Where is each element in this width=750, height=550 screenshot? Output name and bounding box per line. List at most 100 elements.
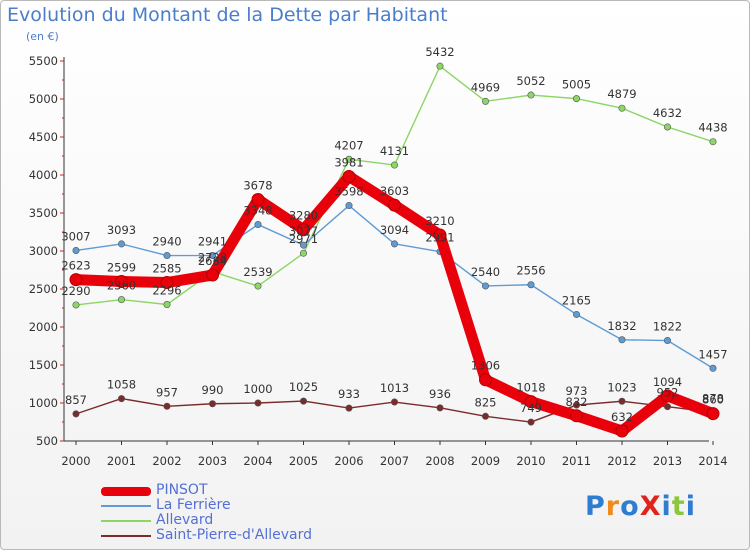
- proxiti-logo: ProXiti: [585, 491, 696, 522]
- data-label-la-ferriere: 3093: [107, 223, 136, 237]
- data-label-saint-pierre-d-allevard: 952: [657, 386, 679, 400]
- data-point-allevard: [345, 155, 353, 163]
- x-tick-label: 2007: [380, 454, 409, 468]
- y-tick-label: 4000: [29, 168, 58, 182]
- legend-swatch: [101, 486, 151, 496]
- data-point-allevard: [618, 104, 626, 112]
- data-label-pinsot: 2599: [107, 260, 136, 274]
- data-label-pinsot: 1094: [653, 375, 682, 389]
- data-label-saint-pierre-d-allevard: 825: [475, 395, 497, 409]
- chart-subtitle: (en €): [26, 30, 59, 43]
- x-tick-label: 2004: [243, 454, 272, 468]
- data-point-pinsot: [433, 228, 447, 242]
- data-point-la-ferriere: [72, 246, 80, 254]
- data-label-la-ferriere: 1457: [698, 347, 727, 361]
- data-point-pinsot: [570, 409, 583, 423]
- data-point-saint-pierre-d-allevard: [481, 412, 489, 420]
- y-tick-label: 1500: [29, 358, 58, 372]
- data-label-la-ferriere: 3348: [243, 204, 272, 218]
- data-point-pinsot: [206, 268, 219, 282]
- data-point-la-ferriere: [299, 241, 307, 249]
- y-tick-label: 3500: [29, 206, 58, 220]
- data-label-pinsot: 860: [702, 393, 724, 407]
- data-label-allevard: 4207: [334, 138, 363, 152]
- data-point-saint-pierre-d-allevard: [436, 404, 444, 412]
- data-point-saint-pierre-d-allevard: [72, 410, 80, 418]
- data-label-pinsot: 632: [611, 410, 633, 424]
- data-point-allevard: [709, 138, 717, 146]
- legend-item-saint-pierre-d-allevard: Saint-Pierre-d'Allevard: [101, 527, 361, 543]
- data-point-la-ferriere: [527, 281, 535, 289]
- data-label-la-ferriere: 3007: [61, 229, 90, 243]
- data-point-allevard: [436, 62, 444, 70]
- data-label-allevard: 2539: [243, 265, 272, 279]
- legend-label: PINSOT: [156, 482, 208, 498]
- data-point-pinsot: [524, 395, 538, 409]
- data-point-la-ferriere: [118, 240, 126, 248]
- data-label-pinsot: 2684: [198, 254, 227, 268]
- data-point-saint-pierre-d-allevard: [527, 418, 535, 426]
- data-label-allevard: 4969: [471, 80, 500, 94]
- legend-swatch: [101, 535, 151, 537]
- data-label-allevard: 5052: [516, 74, 545, 88]
- data-label-la-ferriere: 2991: [425, 231, 454, 245]
- data-label-pinsot: 3603: [380, 184, 409, 198]
- data-point-pinsot: [342, 169, 356, 183]
- data-point-pinsot: [706, 407, 720, 421]
- data-point-saint-pierre-d-allevard: [118, 395, 126, 403]
- x-tick-label: 2005: [289, 454, 318, 468]
- data-point-la-ferriere: [572, 310, 580, 318]
- data-label-saint-pierre-d-allevard: 749: [520, 401, 542, 415]
- data-point-allevard: [481, 97, 489, 105]
- data-label-saint-pierre-d-allevard: 1058: [107, 378, 136, 392]
- data-label-saint-pierre-d-allevard: 957: [156, 385, 178, 399]
- data-point-allevard: [663, 123, 671, 131]
- data-label-saint-pierre-d-allevard: 857: [65, 393, 87, 407]
- chart-title: Evolution du Montant de la Dette par Hab…: [7, 4, 448, 26]
- data-point-saint-pierre-d-allevard: [663, 403, 671, 411]
- x-tick-label: 2002: [152, 454, 181, 468]
- legend-label: Saint-Pierre-d'Allevard: [156, 527, 312, 543]
- x-tick-label: 2000: [61, 454, 90, 468]
- data-label-allevard: 5432: [425, 45, 454, 59]
- data-point-la-ferriere: [254, 221, 262, 229]
- data-label-pinsot: 3210: [425, 214, 454, 228]
- data-label-allevard: 2296: [152, 284, 181, 298]
- data-point-allevard: [72, 301, 80, 309]
- data-point-pinsot: [479, 373, 492, 387]
- legend-swatch: [101, 520, 151, 522]
- data-point-allevard: [527, 91, 535, 99]
- legend-item-pinsot: PINSOT: [101, 482, 361, 498]
- x-tick-label: 2010: [516, 454, 545, 468]
- x-tick-label: 2008: [425, 454, 454, 468]
- data-point-pinsot: [615, 424, 629, 438]
- data-label-la-ferriere: 2556: [516, 264, 545, 278]
- data-label-saint-pierre-d-allevard: 1000: [243, 382, 272, 396]
- x-tick-label: 2003: [198, 454, 227, 468]
- data-label-saint-pierre-d-allevard: 936: [429, 387, 451, 401]
- data-label-la-ferriere: 2940: [152, 235, 181, 249]
- data-label-pinsot: 1306: [471, 359, 500, 373]
- y-tick-label: 5500: [29, 54, 58, 68]
- data-label-la-ferriere: 3077: [289, 224, 318, 238]
- y-tick-label: 1000: [29, 396, 58, 410]
- x-tick-label: 2009: [471, 454, 500, 468]
- y-tick-label: 4500: [29, 130, 58, 144]
- data-label-pinsot: 3280: [289, 209, 318, 223]
- data-point-saint-pierre-d-allevard: [618, 397, 626, 405]
- data-point-saint-pierre-d-allevard: [209, 400, 217, 408]
- data-label-pinsot: 2623: [61, 259, 90, 273]
- data-point-allevard: [163, 301, 171, 309]
- data-label-pinsot: 3678: [243, 178, 272, 192]
- y-tick-label: 2000: [29, 320, 58, 334]
- x-tick-label: 2012: [607, 454, 636, 468]
- data-label-saint-pierre-d-allevard: 1013: [380, 381, 409, 395]
- data-point-la-ferriere: [709, 364, 717, 372]
- data-point-la-ferriere: [663, 337, 671, 345]
- x-tick-label: 2011: [562, 454, 591, 468]
- data-label-saint-pierre-d-allevard: 973: [566, 384, 588, 398]
- data-point-pinsot: [160, 276, 174, 290]
- data-point-pinsot: [297, 223, 310, 237]
- y-tick-label: 5000: [29, 92, 58, 106]
- data-label-saint-pierre-d-allevard: 1023: [607, 380, 636, 394]
